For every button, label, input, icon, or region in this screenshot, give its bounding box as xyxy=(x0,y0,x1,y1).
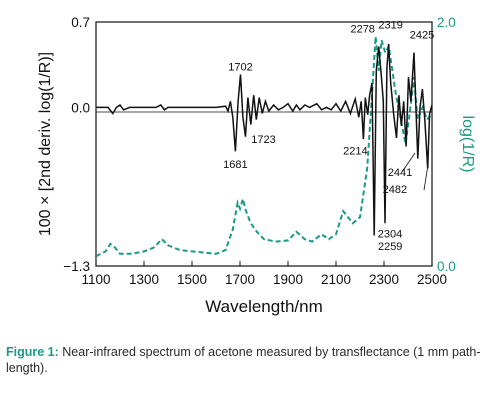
x-tick-label: 1500 xyxy=(177,272,207,287)
y-left-tick-label: 0.0 xyxy=(71,100,90,115)
peak-label-2482: 2482 xyxy=(383,184,407,196)
y-right-tick-label: 0.0 xyxy=(437,259,456,274)
figure-caption: Figure 1: Near-infrared spectrum of acet… xyxy=(6,344,488,376)
caption-text: Near-infrared spectrum of acetone measur… xyxy=(6,345,481,375)
y-left-tick-label: −1.3 xyxy=(63,259,90,274)
second-derivative-series xyxy=(96,43,433,236)
peak-label-2278: 2278 xyxy=(350,24,374,36)
peak-label-1702: 1702 xyxy=(228,62,252,74)
peak-label-2259: 2259 xyxy=(378,241,402,253)
y-right-axis-label: log(1/R) xyxy=(459,116,476,173)
x-tick-label: 1100 xyxy=(81,272,110,287)
spectrum-chart: 1100 1300 1500 1700 1900 2100 2300 2500 0.7 0.0 −… xyxy=(37,15,476,316)
y-right-tick-label: 2.0 xyxy=(437,15,456,30)
y-left-axis-label: 100 × [2nd deriv. log(1/R)] xyxy=(37,52,54,236)
peak-annotations: 1702 1681 1723 2214 2278 2319 2425 2441 2482 2304… xyxy=(223,19,434,253)
peak-label-2319: 2319 xyxy=(378,19,402,31)
peak-label-1723: 1723 xyxy=(251,134,275,146)
x-tick-label: 1300 xyxy=(129,272,159,287)
x-axis-label: Wavelength/nm xyxy=(205,297,322,316)
x-tick-label: 1700 xyxy=(225,272,255,287)
plot-frame xyxy=(95,21,433,267)
x-axis-ticks: 1100 1300 1500 1700 1900 2100 2300 2500 xyxy=(81,261,447,287)
peak-label-2214: 2214 xyxy=(343,145,367,157)
x-tick-label: 1900 xyxy=(273,272,303,287)
y-left-tick-label: 0.7 xyxy=(71,15,90,30)
peak-label-2425: 2425 xyxy=(410,30,434,42)
y-right-axis-ticks: 2.0 0.0 xyxy=(427,15,456,274)
x-tick-label: 2300 xyxy=(369,272,399,287)
peak-label-2441: 2441 xyxy=(388,167,412,179)
leader-2441 xyxy=(401,152,416,173)
x-tick-label: 2500 xyxy=(417,272,447,287)
caption-label: Figure 1: xyxy=(6,345,59,359)
x-tick-label: 2100 xyxy=(321,272,351,287)
peak-label-1681: 1681 xyxy=(223,159,247,171)
leader-2482 xyxy=(423,164,429,191)
log-reflectance-series xyxy=(95,36,433,258)
y-left-axis-ticks: 0.7 0.0 −1.3 xyxy=(63,15,101,274)
peak-label-2304: 2304 xyxy=(378,229,402,241)
